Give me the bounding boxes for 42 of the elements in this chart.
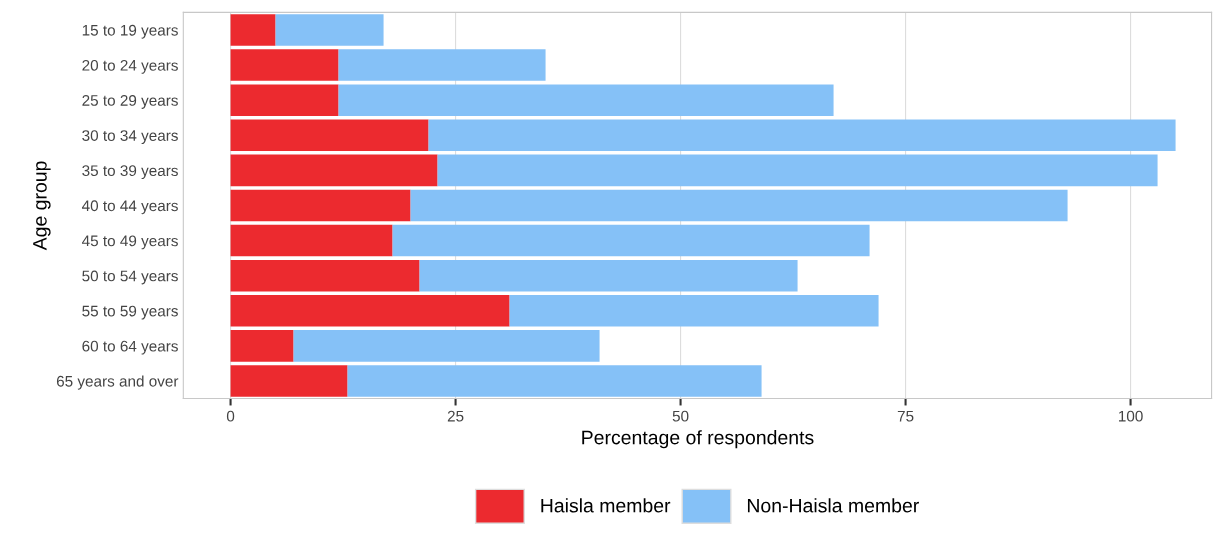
y-tick-label: 35 to 39 years (82, 165, 178, 180)
y-tick-label: 55 to 59 years (82, 305, 178, 320)
y-tick-label: 20 to 24 years (82, 59, 178, 74)
bar (275, 14, 384, 46)
bar (428, 119, 1176, 152)
bar (230, 365, 348, 397)
bar (338, 49, 546, 81)
bar (230, 84, 339, 116)
y-tick-label: 25 to 29 years (82, 95, 178, 109)
bar (338, 84, 834, 116)
bar (419, 259, 798, 292)
x-axis-title: Percentage of respondents (582, 430, 814, 449)
bar (230, 14, 276, 46)
bar (410, 189, 1068, 222)
x-tick-label: 100 (1118, 410, 1143, 422)
x-tick-label: 50 (672, 410, 689, 422)
bar (293, 330, 600, 362)
y-tick-label: 60 to 64 years (82, 340, 178, 355)
x-tick-label: 25 (447, 410, 464, 422)
legend-label: Haisla member (541, 498, 671, 513)
bar (230, 154, 438, 187)
y-tick-label: 15 to 19 years (82, 24, 178, 39)
y-tick-label: 65 years and over (56, 375, 179, 390)
bar (230, 49, 339, 81)
y-tick-label: 45 to 49 years (81, 235, 178, 250)
x-tick-label: 75 (897, 410, 914, 422)
bar (230, 119, 429, 152)
bar (392, 224, 870, 257)
bar (230, 224, 393, 257)
bar (230, 330, 294, 362)
y-tick-label: 40 to 44 years (81, 200, 178, 215)
bar (230, 259, 420, 292)
y-tick-label: 30 to 34 years (82, 130, 178, 144)
x-tick-label: 0 (226, 410, 235, 422)
bar (509, 294, 879, 327)
bar (230, 294, 510, 327)
y-tick-label: 50 to 54 years (82, 270, 178, 285)
bar (347, 365, 762, 397)
bar (230, 189, 411, 222)
bar (437, 154, 1158, 187)
y-axis-title: Age group (33, 161, 51, 251)
legend-label: Non-Haisla member (747, 498, 919, 513)
